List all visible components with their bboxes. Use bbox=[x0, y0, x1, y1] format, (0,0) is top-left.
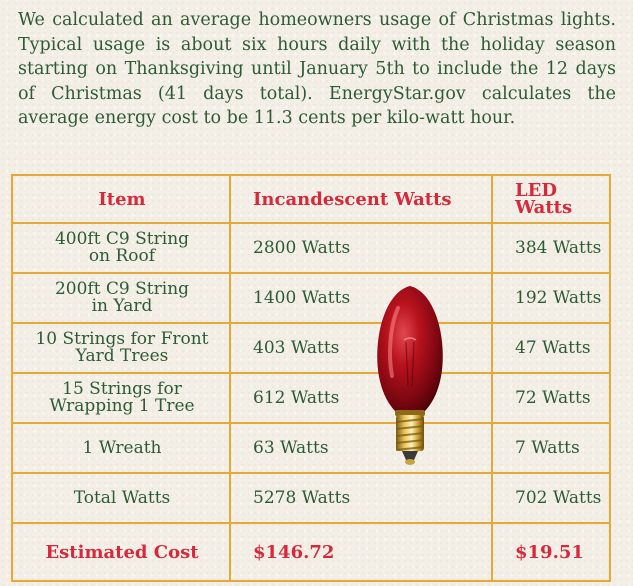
led-cell: 47 Watts bbox=[515, 337, 591, 358]
table-row: 1 Wreath 63 Watts 7 Watts bbox=[13, 424, 609, 472]
led-cell: 7 Watts bbox=[515, 437, 580, 458]
item-cell: 200ft C9 String in Yard bbox=[54, 279, 190, 316]
led-cell: 192 Watts bbox=[515, 287, 602, 308]
item-cell: Total Watts bbox=[73, 487, 171, 508]
incandescent-cell: 1400 Watts bbox=[253, 287, 351, 308]
red-c9-bulb-icon bbox=[377, 286, 443, 465]
item-cell: 400ft C9 String on Roof bbox=[54, 229, 190, 266]
led-cell: 702 Watts bbox=[515, 487, 602, 508]
row-divider bbox=[13, 372, 609, 374]
table-row: 15 Strings for Wrapping 1 Tree 612 Watts … bbox=[13, 374, 609, 422]
intro-paragraph: We calculated an average homeowners usag… bbox=[18, 10, 616, 128]
led-cell: 72 Watts bbox=[515, 387, 591, 408]
row-divider bbox=[13, 322, 609, 324]
incandescent-cell: 5278 Watts bbox=[253, 487, 351, 508]
incandescent-cell: 2800 Watts bbox=[253, 237, 351, 258]
row-divider bbox=[13, 522, 609, 524]
table-header-row: Item Incandescent Watts LED Watts bbox=[13, 176, 609, 222]
header-incandescent: Incandescent Watts bbox=[253, 188, 452, 210]
incandescent-cost: $146.72 bbox=[253, 541, 335, 563]
item-cell: 15 Strings for Wrapping 1 Tree bbox=[49, 379, 195, 416]
incandescent-cell: 63 Watts bbox=[253, 437, 329, 458]
incandescent-cell: 612 Watts bbox=[253, 387, 340, 408]
row-divider bbox=[13, 222, 609, 224]
column-divider bbox=[229, 176, 231, 580]
header-item: Item bbox=[98, 188, 146, 210]
energy-comparison-table: Item Incandescent Watts LED Watts 400ft … bbox=[11, 174, 611, 582]
table-row: 400ft C9 String on Roof 2800 Watts 384 Wa… bbox=[13, 224, 609, 272]
row-divider bbox=[13, 422, 609, 424]
row-divider bbox=[13, 472, 609, 474]
incandescent-cell: 403 Watts bbox=[253, 337, 340, 358]
header-led: LED Watts bbox=[515, 180, 573, 218]
row-divider bbox=[13, 272, 609, 274]
item-cell: 1 Wreath bbox=[82, 437, 162, 458]
table-row: 10 Strings for Front Yard Trees 403 Watts… bbox=[13, 324, 609, 372]
led-cell: 384 Watts bbox=[515, 237, 602, 258]
estimated-cost-label: Estimated Cost bbox=[45, 541, 199, 563]
led-cost: $19.51 bbox=[515, 541, 584, 563]
item-cell: 10 Strings for Front Yard Trees bbox=[35, 329, 209, 366]
column-divider bbox=[491, 176, 493, 580]
table-row: 200ft C9 String in Yard 1400 Watts 192 Wa… bbox=[13, 274, 609, 322]
estimated-cost-row: Estimated Cost $146.72 $19.51 bbox=[13, 524, 609, 580]
table-row: Total Watts 5278 Watts 702 Watts bbox=[13, 474, 609, 522]
